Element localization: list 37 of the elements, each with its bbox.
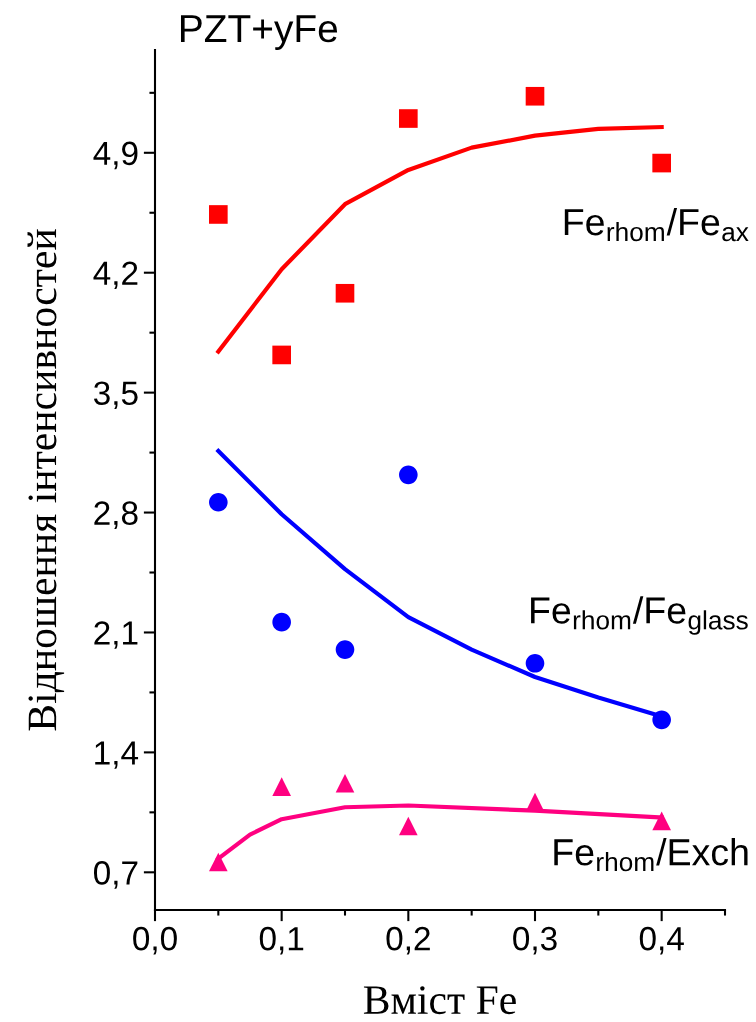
point (335, 283, 355, 303)
x-tick-label: 0,4 (639, 926, 684, 955)
series-label: Fe$_{rhom}$/Exch (554, 837, 748, 872)
x-tick-label: 0,3 (513, 926, 557, 955)
y-tick-label: 4,2 (93, 261, 138, 290)
point (335, 640, 355, 659)
point (399, 816, 418, 836)
y-tick-label: 1,4 (95, 741, 139, 769)
y-tick-label: 2,1 (94, 621, 138, 649)
y-tick-label: 2,8 (94, 501, 138, 529)
point (335, 773, 355, 793)
y-tick-label: 3,5 (93, 381, 138, 409)
point (525, 86, 545, 106)
point (525, 792, 545, 812)
x-tick-label: 0,0 (133, 926, 177, 955)
point (652, 153, 671, 173)
x-tick-label: 0,2 (386, 926, 430, 955)
series-label: Fe$_{rhom}$/Fe$_{ax}$ (564, 207, 749, 242)
point (399, 109, 418, 128)
series-label: Fe$_{rhom}$/Fe$_{glass}$ (531, 596, 748, 635)
line-series (216, 125, 664, 354)
y-axis-title: Відношення інтенсивностей (27, 229, 65, 731)
y-tick-label: 0,7 (94, 861, 138, 889)
point (209, 492, 228, 512)
point (209, 852, 228, 872)
point (272, 612, 291, 632)
point (209, 205, 228, 224)
point (652, 710, 671, 730)
point (525, 653, 545, 673)
x-axis-title: Вміст Fe (363, 986, 516, 1015)
x-tick-label: 0,1 (259, 926, 304, 955)
chart-title: PZT+yFe (180, 15, 338, 50)
y-tick-label: 4,9 (93, 141, 138, 170)
point (272, 345, 291, 365)
point (652, 811, 671, 831)
point (399, 465, 418, 485)
point (272, 777, 291, 796)
